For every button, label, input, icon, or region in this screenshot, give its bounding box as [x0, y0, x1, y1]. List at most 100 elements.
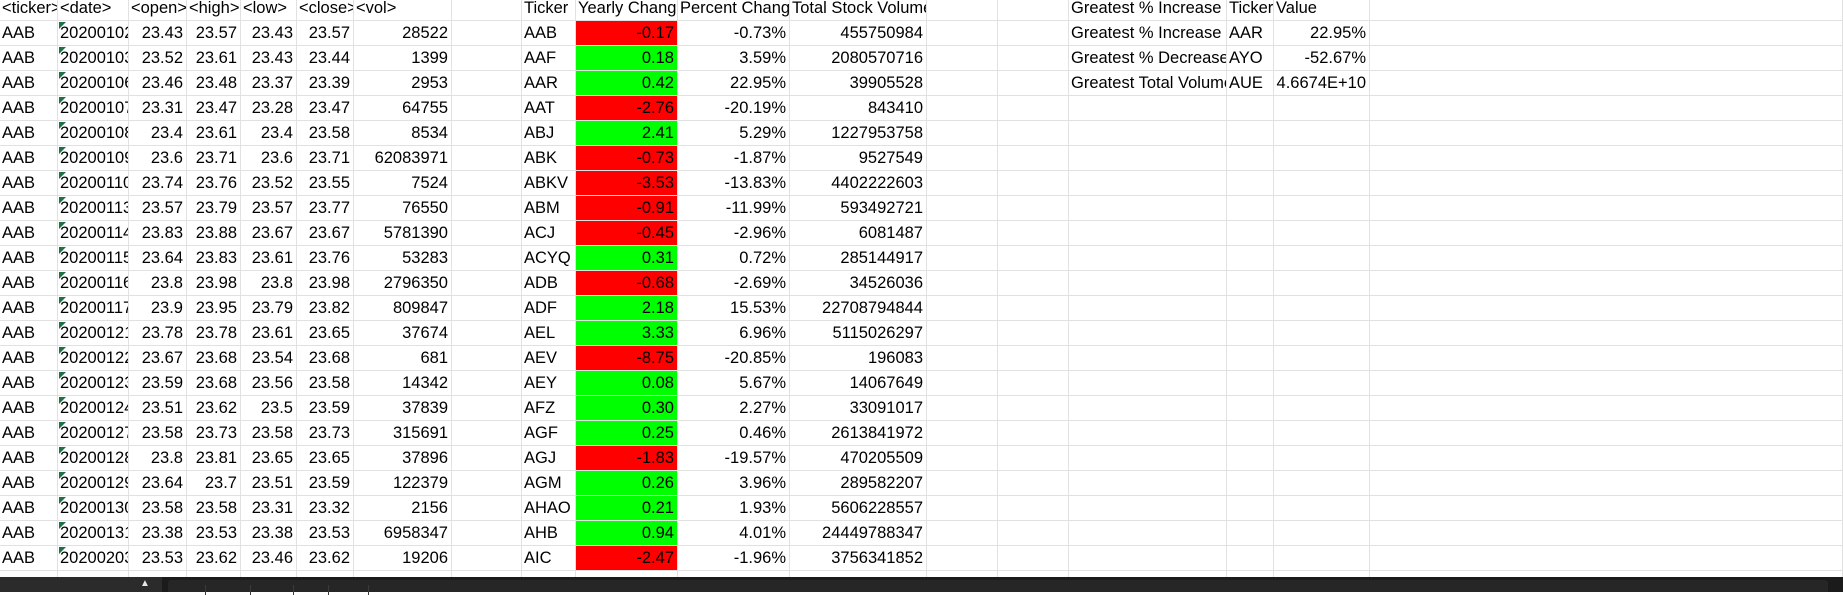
cell-low[interactable]: 23.51 [241, 471, 297, 496]
summary-change[interactable]: 0.08 [576, 371, 678, 396]
cell-close[interactable]: 23.82 [297, 296, 354, 321]
summary-pct[interactable]: -20.19% [678, 96, 790, 121]
cell-high[interactable]: 23.7 [187, 471, 241, 496]
cell-close[interactable]: 23.73 [297, 421, 354, 446]
cell-open[interactable]: 23.46 [129, 71, 187, 96]
cell-high[interactable]: 23.61 [187, 121, 241, 146]
summary-volume[interactable]: 196083 [790, 346, 927, 371]
cell-date[interactable]: 20200116 [58, 271, 129, 296]
cell[interactable] [452, 246, 522, 271]
cell[interactable] [1370, 496, 1843, 521]
cell-low[interactable]: 23.8 [241, 271, 297, 296]
cell-close[interactable]: 23.32 [297, 496, 354, 521]
cell-ticker[interactable]: AAB [0, 21, 58, 46]
cell-ticker[interactable]: AAB [0, 446, 58, 471]
cell[interactable] [452, 271, 522, 296]
summary-ticker[interactable]: AIC [522, 546, 576, 571]
cell-high[interactable]: 23.61 [187, 46, 241, 71]
column-header[interactable]: <ticker> [0, 0, 58, 21]
cell[interactable] [1370, 121, 1843, 146]
summary-ticker[interactable]: ABJ [522, 121, 576, 146]
cell[interactable] [927, 521, 998, 546]
summary-change[interactable]: -8.75 [576, 346, 678, 371]
cell[interactable] [927, 96, 998, 121]
cell-vol[interactable]: 2953 [354, 71, 452, 96]
cell[interactable] [297, 571, 354, 577]
cell-close[interactable]: 23.59 [297, 396, 354, 421]
summary-change[interactable]: -0.68 [576, 271, 678, 296]
cell-date[interactable]: 20200129 [58, 471, 129, 496]
cell-low[interactable]: 23.28 [241, 96, 297, 121]
cell[interactable] [927, 571, 998, 577]
cell[interactable] [1274, 521, 1370, 546]
cell-ticker[interactable]: AAB [0, 121, 58, 146]
cell[interactable] [452, 46, 522, 71]
cell[interactable] [1069, 171, 1227, 196]
cell-vol[interactable]: 1399 [354, 46, 452, 71]
cell[interactable] [1069, 321, 1227, 346]
cell[interactable] [927, 121, 998, 146]
cell[interactable] [998, 446, 1069, 471]
cell-ticker[interactable]: AAB [0, 546, 58, 571]
summary-volume[interactable]: 5115026297 [790, 321, 927, 346]
cell[interactable] [452, 71, 522, 96]
cell-high[interactable]: 23.71 [187, 146, 241, 171]
summary-volume[interactable]: 3756341852 [790, 546, 927, 571]
cell[interactable] [998, 71, 1069, 96]
cell-open[interactable]: 23.6 [129, 146, 187, 171]
cell-open[interactable]: 23.31 [129, 96, 187, 121]
summary-ticker[interactable]: ABM [522, 196, 576, 221]
summary-ticker[interactable]: AGF [522, 421, 576, 446]
cell-close[interactable]: 23.65 [297, 321, 354, 346]
cell[interactable] [998, 296, 1069, 321]
cell-ticker[interactable]: AAB [0, 296, 58, 321]
cell[interactable] [1274, 296, 1370, 321]
cell[interactable] [998, 396, 1069, 421]
summary-ticker[interactable]: ACJ [522, 221, 576, 246]
cell-close[interactable]: 23.59 [297, 471, 354, 496]
cell[interactable] [998, 21, 1069, 46]
cell[interactable] [452, 471, 522, 496]
summary-change[interactable]: -0.73 [576, 146, 678, 171]
cell[interactable] [1274, 396, 1370, 421]
cell-high[interactable]: 23.73 [187, 421, 241, 446]
greatest-label[interactable]: Greatest % Increase [1069, 21, 1227, 46]
cell-vol[interactable]: 37896 [354, 446, 452, 471]
greatest-label[interactable]: Greatest Total Volume [1069, 71, 1227, 96]
greatest-value[interactable]: 4.6674E+10 [1274, 71, 1370, 96]
cell-date[interactable]: 20200109 [58, 146, 129, 171]
cell-ticker[interactable]: AAB [0, 396, 58, 421]
summary-volume[interactable]: 22708794844 [790, 296, 927, 321]
cell-low[interactable]: 23.4 [241, 121, 297, 146]
cell-open[interactable]: 23.58 [129, 421, 187, 446]
cell-high[interactable]: 23.68 [187, 371, 241, 396]
cell-high[interactable]: 23.62 [187, 396, 241, 421]
cell-high[interactable]: 23.79 [187, 196, 241, 221]
cell-open[interactable]: 23.8 [129, 446, 187, 471]
greatest-label[interactable]: Greatest % Decrease [1069, 46, 1227, 71]
summary-pct[interactable]: -1.96% [678, 546, 790, 571]
cell[interactable] [927, 21, 998, 46]
cell-vol[interactable]: 122379 [354, 471, 452, 496]
summary-ticker[interactable]: AHAO [522, 496, 576, 521]
summary-change[interactable]: 0.42 [576, 71, 678, 96]
greatest-ticker[interactable]: AYO [1227, 46, 1274, 71]
cell[interactable] [452, 196, 522, 221]
greatest-ticker[interactable]: AAR [1227, 21, 1274, 46]
cell[interactable] [998, 46, 1069, 71]
cell-close[interactable]: 23.57 [297, 21, 354, 46]
cell-ticker[interactable]: AAB [0, 421, 58, 446]
cell[interactable] [1227, 371, 1274, 396]
cell-vol[interactable]: 62083971 [354, 146, 452, 171]
cell[interactable] [927, 471, 998, 496]
cell[interactable] [1069, 471, 1227, 496]
cell-date[interactable]: 20200103 [58, 46, 129, 71]
cell[interactable] [1227, 471, 1274, 496]
cell-close[interactable]: 23.71 [297, 146, 354, 171]
cell[interactable] [1370, 521, 1843, 546]
cell-ticker[interactable]: AAB [0, 96, 58, 121]
cell-close[interactable]: 23.39 [297, 71, 354, 96]
cell[interactable] [1227, 146, 1274, 171]
cell[interactable] [1274, 171, 1370, 196]
cell[interactable] [1227, 271, 1274, 296]
